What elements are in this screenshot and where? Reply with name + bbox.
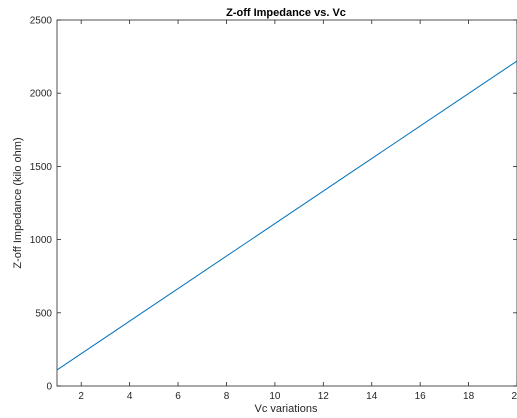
y-tick-label: 2000 xyxy=(30,89,53,100)
series-line xyxy=(56,60,517,371)
series-layer xyxy=(56,60,517,371)
x-tick-label: 4 xyxy=(127,391,133,402)
y-tick-label: 0 xyxy=(46,382,52,393)
x-tick-label: 6 xyxy=(175,391,181,402)
axes-frame xyxy=(56,19,517,387)
x-tick-label: 14 xyxy=(366,391,378,402)
x-axis-label: Vc variations xyxy=(255,403,318,415)
x-tick-label: 20 xyxy=(511,391,517,402)
y-tick-label: 1000 xyxy=(30,235,53,246)
y-tick-label: 1500 xyxy=(30,162,53,173)
x-tick-label: 10 xyxy=(269,391,281,402)
x-tick-label: 8 xyxy=(224,391,230,402)
x-tick-label: 2 xyxy=(78,391,84,402)
x-tick-label: 18 xyxy=(463,391,475,402)
y-axis-label: Z-off Impedance (kilo ohm) xyxy=(12,137,24,268)
y-tick-label: 2500 xyxy=(30,16,53,27)
x-axis: 2 4 6 8 10 12 14 16 18 20 xyxy=(78,20,517,402)
plot-area xyxy=(56,19,517,387)
y-tick-label: 500 xyxy=(35,308,52,319)
y-axis: 0 500 1000 1500 2000 2500 xyxy=(30,16,517,393)
x-tick-label: 16 xyxy=(415,391,427,402)
x-tick-label: 12 xyxy=(318,391,330,402)
chart-title: Z-off Impedance vs. Vc xyxy=(226,7,346,19)
